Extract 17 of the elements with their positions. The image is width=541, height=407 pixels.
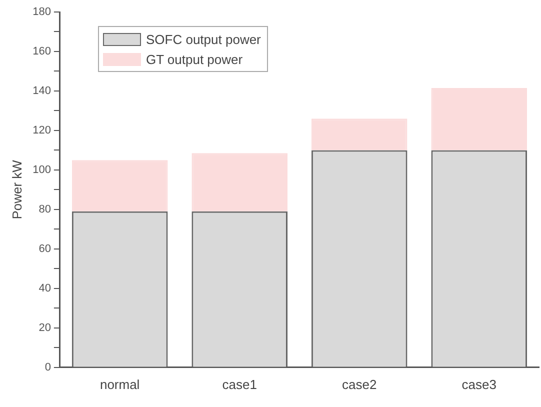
legend-label: SOFC output power [146,32,261,46]
legend-label: GT output power [146,52,243,66]
y-tick-label: 20 [38,322,51,334]
y-tick-label: 120 [32,124,51,136]
y-tick-label: 80 [38,203,51,216]
y-tick-label: 180 [32,6,51,18]
y-tick-label: 100 [32,164,51,176]
y-tick-label: 0 [44,361,51,374]
y-tick-label: 140 [32,85,51,98]
x-tick-label: case3 [462,376,496,392]
y-axis-title: Power kW [9,159,24,220]
y-tick-label: 40 [38,282,51,294]
y-tick-label: 60 [38,242,51,255]
y-tick-label: 160 [32,46,51,58]
x-tick-label: case2 [342,376,377,392]
x-tick-label: case1 [222,376,257,392]
x-tick-label: normal [100,376,140,392]
